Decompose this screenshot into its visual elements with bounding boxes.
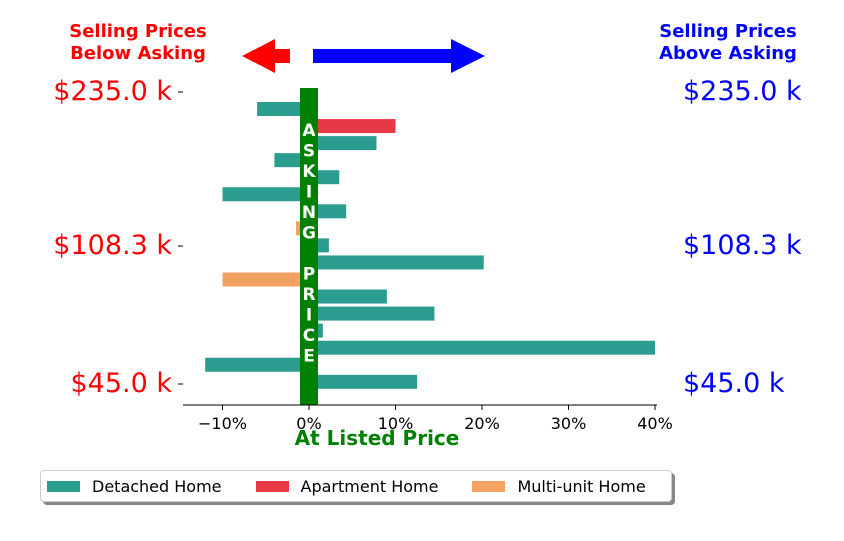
- right-price-label-top: $235.0 k: [683, 76, 802, 107]
- right-price-label-bottom: $45.0 k: [683, 368, 785, 399]
- asking-price-letter: E: [303, 347, 315, 367]
- bar-detached-home: [205, 357, 309, 372]
- bar-detached-home: [309, 204, 347, 219]
- right-price-label-middle: $108.3 k: [683, 230, 802, 261]
- bar-detached-home: [309, 289, 387, 304]
- legend-item-apartment: Apartment Home: [255, 476, 439, 496]
- above-asking-title-line2: Above Asking: [659, 43, 797, 64]
- x-tick-label: 40%: [637, 414, 673, 433]
- x-tick-label: 20%: [464, 414, 500, 433]
- legend: Detached Home Apartment Home Multi-unit …: [40, 470, 672, 502]
- left-price-label-bottom: $45.0 k: [70, 368, 172, 399]
- below-asking-title: Selling Prices Below Asking: [48, 21, 228, 65]
- legend-swatch-detached: [47, 480, 80, 492]
- bar-multi-unit-home: [222, 272, 309, 287]
- x-tick-label: 30%: [551, 414, 587, 433]
- legend-label-multi-unit: Multi-unit Home: [517, 476, 646, 496]
- below-asking-title-line2: Below Asking: [70, 43, 206, 64]
- bar-detached-home: [222, 187, 309, 202]
- legend-label-detached: Detached Home: [92, 476, 222, 496]
- left-price-label-middle: $108.3 k: [53, 230, 172, 261]
- bar-detached-home: [309, 136, 377, 151]
- asking-price-letter: N: [302, 203, 316, 223]
- x-axis-title: At Listed Price: [294, 426, 460, 450]
- left-arrow-icon: [242, 39, 290, 73]
- asking-price-letter: I: [306, 306, 312, 326]
- above-asking-title: Selling Prices Above Asking: [638, 21, 818, 65]
- bar-detached-home: [309, 374, 418, 389]
- bar-detached-home: [257, 102, 309, 116]
- asking-price-letter: C: [303, 326, 315, 346]
- legend-item-detached: Detached Home: [47, 477, 222, 496]
- bar-apartment-home: [309, 119, 396, 134]
- asking-price-letter: P: [303, 265, 315, 285]
- above-asking-title-line1: Selling Prices: [659, 21, 797, 42]
- below-asking-title-line1: Selling Prices: [69, 21, 207, 42]
- legend-swatch-multi-unit: [472, 480, 506, 492]
- bar-detached-home: [309, 306, 435, 321]
- bars-layer: [205, 102, 655, 389]
- bar-detached-home: [309, 340, 655, 355]
- asking-price-letter: A: [302, 121, 316, 141]
- asking-price-letter: R: [302, 285, 315, 305]
- y-ticks: [178, 91, 183, 385]
- legend-label-apartment: Apartment Home: [300, 476, 439, 496]
- legend-swatch-apartment: [255, 480, 289, 492]
- legend-item-multi-unit: Multi-unit Home: [472, 476, 646, 496]
- asking-price-letter: G: [302, 224, 316, 244]
- right-arrow-icon: [313, 39, 485, 73]
- asking-price-letter: I: [306, 183, 312, 203]
- asking-price-band: [300, 88, 318, 405]
- x-tick-label: −10%: [198, 414, 247, 433]
- x-axis: −10% 0% 10% 20% 30% 40%: [183, 404, 673, 433]
- bar-detached-home: [309, 255, 484, 270]
- x-tick-label: 10%: [378, 414, 414, 433]
- asking-price-letter: K: [302, 162, 316, 182]
- left-price-label-top: $235.0 k: [53, 76, 172, 107]
- x-tick-label: 0%: [296, 414, 321, 433]
- asking-price-letter: S: [303, 142, 315, 162]
